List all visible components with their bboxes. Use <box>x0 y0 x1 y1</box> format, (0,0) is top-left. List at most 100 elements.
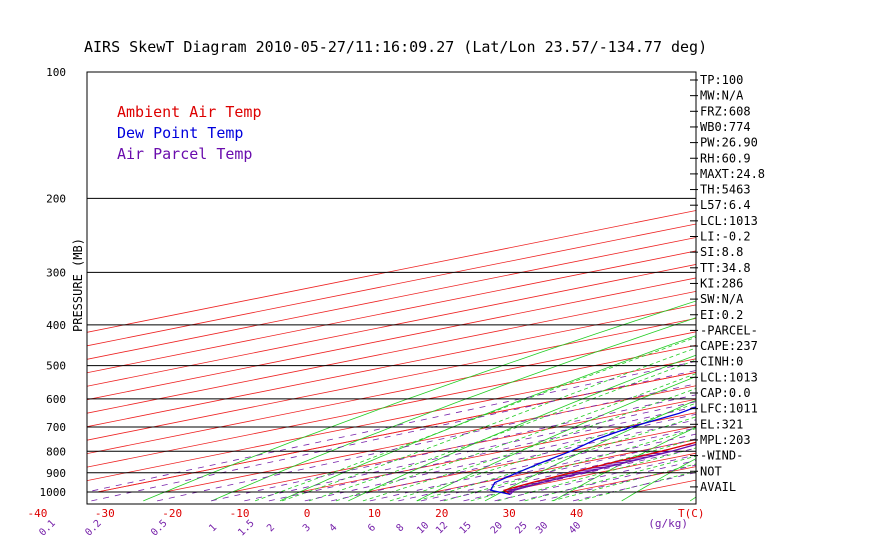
stats-item: EL:321 <box>700 417 743 431</box>
x-axis-label: T(C) <box>678 507 705 520</box>
bottom-temp-tick-label: 30 <box>503 507 516 520</box>
mixing-ratio-label: 20 <box>489 520 505 536</box>
y-axis-label: PRESSURE (MB) <box>71 238 85 332</box>
stats-item: LCL:1013 <box>700 214 758 228</box>
dry-adiabat-line <box>348 354 696 502</box>
stats-item: MAXT:24.8 <box>700 167 765 181</box>
mixing-ratio-label: 25 <box>513 520 529 536</box>
legend-item: Air Parcel Temp <box>117 145 252 163</box>
stats-item: -WIND- <box>700 449 743 463</box>
plot-frame <box>86 71 697 505</box>
legend: Ambient Air Temp Dew Point Temp Air Parcel… <box>117 103 262 163</box>
isotherm-line <box>164 385 696 493</box>
moist-adiabat-line <box>416 416 696 502</box>
stats-item: RH:60.9 <box>700 151 751 165</box>
mixing-ratio-label: 0.1 <box>37 518 58 539</box>
mixing-ratio-line <box>420 438 696 502</box>
mixing-ratio-line <box>398 433 696 502</box>
mixing-ratio-line <box>268 406 696 502</box>
dry-adiabat-line <box>416 376 696 502</box>
pressure-tick-label: 400 <box>46 319 66 332</box>
chart-title: AIRS SkewT Diagram 2010-05-27/11:16:09.2… <box>84 38 707 56</box>
pressure-tick-label: 300 <box>46 266 66 279</box>
mixing-ratio-line <box>157 383 696 502</box>
bottom-temp-tick-label: -40 <box>27 507 47 520</box>
pressure-tick-label: 600 <box>46 393 66 406</box>
stats-item: MPL:203 <box>700 433 751 447</box>
mixing-ratio-line <box>463 447 696 502</box>
bottom-temp-tick-label: -30 <box>95 507 115 520</box>
stats-item: CINH:0 <box>700 355 743 369</box>
isotherm-line <box>97 371 696 493</box>
dry-adiabat-line <box>827 81 870 501</box>
moist-adiabat-line <box>308 359 696 502</box>
moist-adiabat-line <box>578 470 696 502</box>
stats-item: TT:34.8 <box>700 261 751 275</box>
mixing-ratio-line <box>369 427 696 502</box>
stats-item: PW:26.90 <box>700 136 758 150</box>
isotherm-line <box>299 412 696 493</box>
isotherm-line <box>501 452 696 493</box>
pressure-tick-label: 1000 <box>40 486 67 499</box>
series-line-air-parcel-temp <box>509 443 696 495</box>
stats-item: SW:N/A <box>700 292 744 306</box>
moist-adiabat-line <box>335 373 696 502</box>
stats-item: CAPE:237 <box>700 339 758 353</box>
mixing-ratio-label: 1.5 <box>236 518 257 539</box>
dry-adiabat-line <box>621 458 696 502</box>
stats-item: L57:6.4 <box>700 198 751 212</box>
moist-adiabat-line <box>254 336 696 502</box>
stats-item: WB0:774 <box>700 120 751 134</box>
stats-item: SI:8.8 <box>700 245 743 259</box>
mixing-ratio-label: 15 <box>458 520 474 536</box>
pressure-tick-label: 500 <box>46 360 66 373</box>
moist-adiabat-line <box>497 447 696 502</box>
moist-adiabat-line <box>281 347 696 502</box>
pressure-tick-label: 700 <box>46 421 66 434</box>
mixing-ratio-label: 1 <box>207 522 219 534</box>
mixing-ratio-line <box>519 460 696 502</box>
mixing-ratio-label: 0.5 <box>149 518 170 539</box>
pressure-tick-label: 900 <box>46 467 66 480</box>
dry-adiabat-line <box>279 335 696 502</box>
dry-adiabat-line <box>484 399 696 502</box>
mixing-ratio-label: 2 <box>265 522 277 534</box>
series-line-dew-point-temp <box>489 406 696 496</box>
mixing-ratio-line <box>494 454 696 502</box>
dry-adiabat-line <box>553 426 696 502</box>
isotherm-line <box>87 237 696 360</box>
stats-item: FRZ:608 <box>700 104 751 118</box>
stats-item: -PARCEL- <box>700 323 758 337</box>
moist-adiabat-line <box>524 455 696 502</box>
dry-adiabat-line <box>143 300 696 502</box>
bottom-temp-tick-label: 40 <box>570 507 583 520</box>
stats-item: EI:0.2 <box>700 308 743 322</box>
bottom-temp-tick-label: -10 <box>230 507 250 520</box>
mixing-ratio-label: 3 <box>301 522 313 534</box>
stats-item: NOT <box>700 464 722 478</box>
isotherm-line <box>87 223 696 347</box>
mixing-ratio-label: 30 <box>534 520 550 536</box>
mixing-ratio-label: 10 <box>415 520 431 536</box>
isotherm-line <box>87 277 696 401</box>
mixing-ratio-line <box>210 394 696 502</box>
stats-item: TP:100 <box>700 73 743 87</box>
legend-item: Ambient Air Temp <box>117 103 262 121</box>
mixing-ratio-label: 6 <box>366 522 378 534</box>
stats-item: AVAIL <box>700 480 736 494</box>
moist-adiabat-line <box>389 402 696 502</box>
bottom-temp-tick-label: 10 <box>368 507 381 520</box>
isotherm-line <box>87 304 696 428</box>
isotherm-line <box>232 398 696 493</box>
isotherm-line <box>87 317 696 441</box>
mixing-ratio-label: 8 <box>395 522 407 534</box>
pressure-tick-label: 800 <box>46 445 66 458</box>
stats-item: LI:-0.2 <box>700 230 751 244</box>
dry-adiabat-line <box>211 317 696 502</box>
bottom-temp-tick-label: -20 <box>162 507 182 520</box>
stats-item: LFC:1011 <box>700 402 758 416</box>
series-line-ambient-air-temp <box>502 441 696 495</box>
mixing-ratio-label: 40 <box>567 520 583 536</box>
